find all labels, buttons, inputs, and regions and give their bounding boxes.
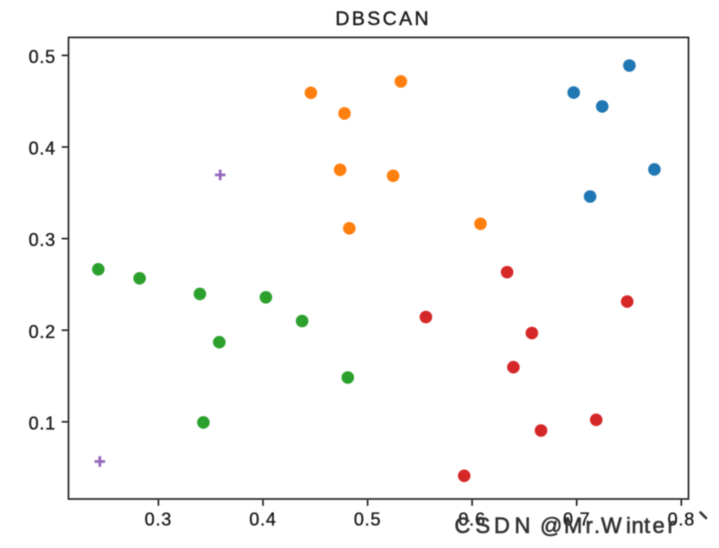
svg-text:D: D	[494, 513, 510, 538]
svg-text:0.6: 0.6	[458, 510, 485, 530]
svg-text:r: r	[668, 513, 675, 538]
svg-text:0.4: 0.4	[29, 139, 56, 159]
svg-text:0.7: 0.7	[563, 510, 590, 530]
svg-text:0.8: 0.8	[668, 510, 695, 530]
svg-text:0.5: 0.5	[29, 47, 56, 67]
svg-text:DBSCAN: DBSCAN	[335, 8, 431, 30]
svg-text:e: e	[653, 513, 665, 538]
svg-text:0.4: 0.4	[249, 510, 276, 530]
svg-text:0.5: 0.5	[354, 510, 381, 530]
svg-text:.: .	[594, 513, 600, 538]
svg-text:W: W	[601, 513, 622, 538]
svg-text:0.2: 0.2	[29, 322, 56, 342]
svg-text:0.3: 0.3	[29, 230, 56, 250]
svg-text:r: r	[586, 513, 593, 538]
svg-text:t: t	[644, 513, 650, 538]
svg-text:C: C	[455, 513, 471, 538]
svg-text:@: @	[540, 513, 562, 538]
svg-text:N: N	[515, 513, 531, 538]
svg-text:0.3: 0.3	[145, 510, 172, 530]
svg-text:M: M	[564, 513, 582, 538]
svg-text:0.1: 0.1	[29, 413, 56, 433]
svg-text:n: n	[632, 513, 644, 538]
svg-text:S: S	[476, 513, 491, 538]
svg-text:i: i	[626, 513, 631, 538]
